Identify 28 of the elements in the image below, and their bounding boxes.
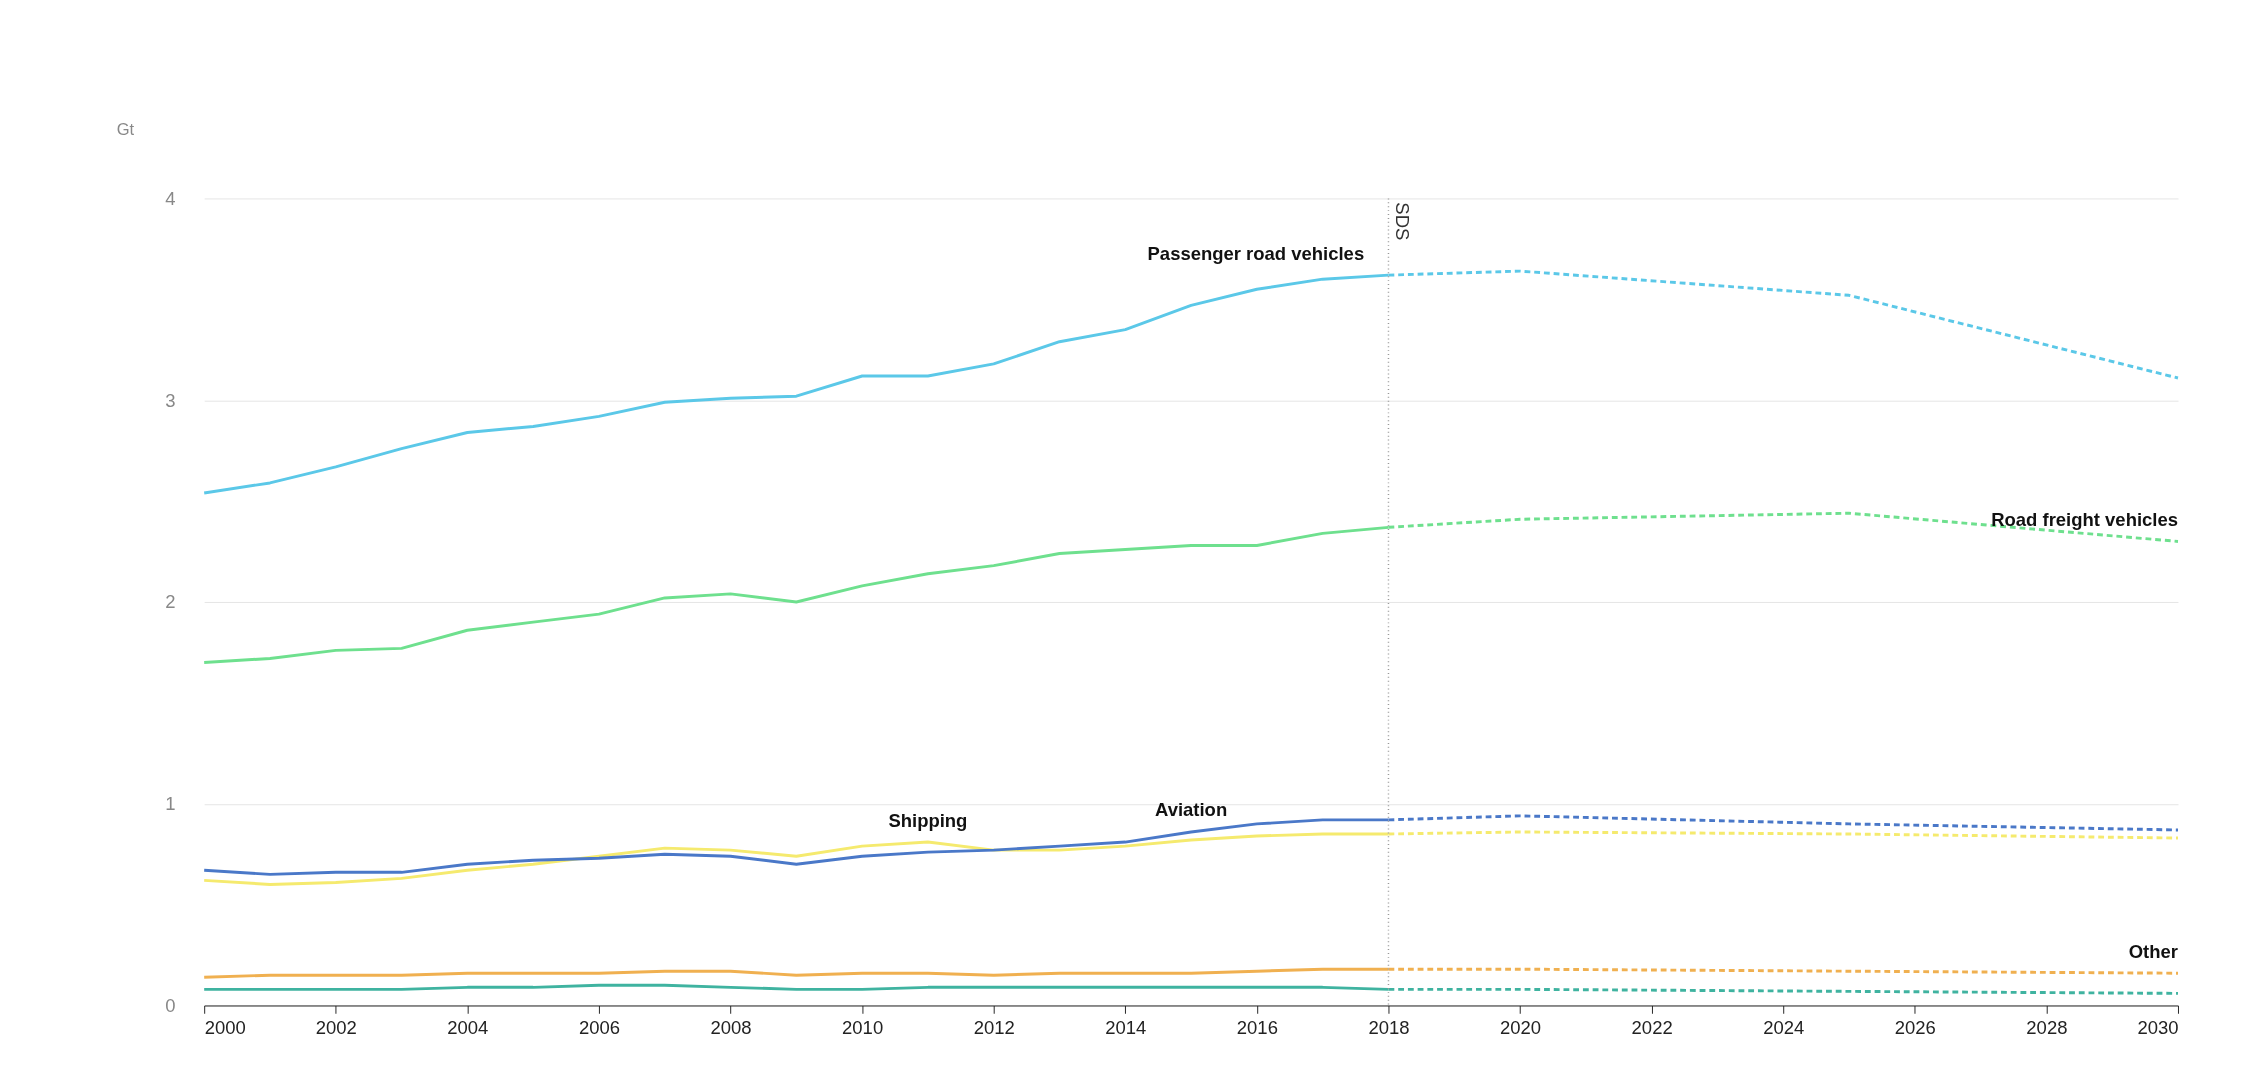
- x-tick-label: 2010: [842, 1017, 884, 1039]
- x-tick-label: 2022: [1631, 1017, 1673, 1039]
- y-tick-label: 1: [165, 793, 176, 815]
- x-tick-label: 2004: [447, 1017, 489, 1039]
- x-tick-label: 2012: [973, 1017, 1015, 1039]
- series-label: Other: [2128, 940, 2178, 962]
- series-label: Shipping: [888, 809, 968, 831]
- x-tick-label: 2016: [1236, 1017, 1278, 1039]
- x-tick-label: 2002: [315, 1017, 357, 1039]
- x-tick-label: 2028: [2026, 1017, 2068, 1039]
- x-tick-label: 2006: [578, 1017, 620, 1039]
- y-tick-label: 3: [165, 389, 176, 411]
- x-tick-label: 2014: [1105, 1017, 1147, 1039]
- x-tick-label: 2018: [1368, 1017, 1410, 1039]
- ref-line-label: SDS: [1392, 202, 1414, 241]
- x-tick-label: 2008: [710, 1017, 752, 1039]
- y-tick-label: 0: [165, 994, 176, 1016]
- x-tick-label: 2000: [204, 1017, 246, 1039]
- series-label: Passenger road vehicles: [1147, 242, 1365, 264]
- x-tick-label: 2030: [2137, 1017, 2179, 1039]
- y-tick-label: 4: [165, 187, 176, 209]
- series-label: Aviation: [1155, 799, 1228, 821]
- x-tick-label: 2024: [1763, 1017, 1805, 1039]
- y-tick-label: 2: [165, 591, 176, 613]
- x-tick-label: 2020: [1500, 1017, 1542, 1039]
- series-label: Road freight vehicles: [1991, 508, 2178, 530]
- y-axis-title: Gt: [116, 120, 135, 140]
- x-tick-label: 2026: [1894, 1017, 1936, 1039]
